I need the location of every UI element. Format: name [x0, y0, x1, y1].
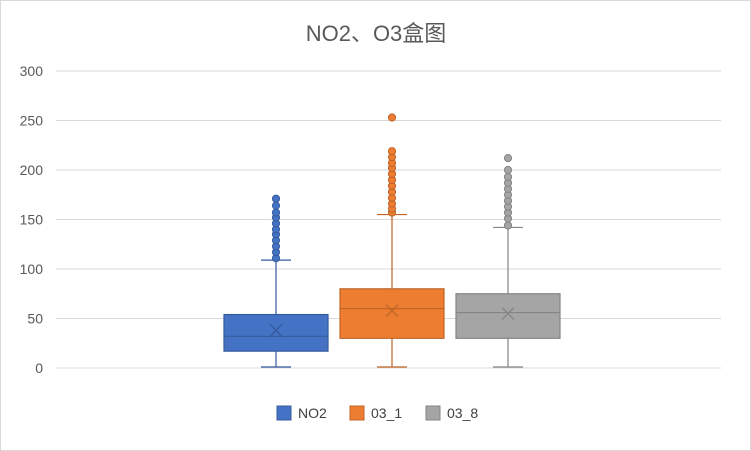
y-tick-label: 200 — [20, 162, 44, 178]
legend-swatch — [425, 405, 441, 421]
outlier-point — [271, 194, 281, 203]
y-tick-label: 300 — [20, 63, 44, 79]
y-tick-label: 0 — [35, 360, 43, 376]
legend: NO2 03_1 03_8 — [276, 405, 478, 421]
legend-label: 03_1 — [371, 405, 402, 421]
box-iqr — [339, 288, 445, 339]
y-axis: 0 50 100 150 200 250 300 — [20, 63, 44, 376]
outlier-point — [503, 154, 513, 163]
box-iqr — [223, 313, 329, 352]
mean-marker — [385, 304, 399, 318]
box-03_1 — [339, 113, 445, 368]
legend-swatch — [349, 405, 365, 421]
box-03_8 — [455, 154, 561, 368]
box-no2 — [223, 194, 329, 368]
y-tick-label: 250 — [20, 113, 44, 129]
outlier-point — [271, 208, 281, 217]
outlier-point — [503, 165, 513, 175]
outlier-point — [503, 221, 513, 230]
box-series — [223, 113, 561, 368]
legend-label: 03_8 — [447, 405, 478, 421]
mean-marker — [501, 307, 515, 321]
outlier-point — [387, 147, 397, 156]
y-tick-label: 100 — [20, 261, 44, 277]
chart-title: NO2、O3盒图 — [306, 21, 447, 46]
y-tick-label: 50 — [27, 311, 43, 327]
box-iqr — [455, 293, 561, 339]
mean-marker — [269, 323, 283, 337]
y-tick-label: 150 — [20, 212, 44, 228]
outlier-point — [503, 172, 513, 182]
outlier-point — [387, 113, 397, 122]
legend-swatch — [276, 405, 292, 421]
legend-label: NO2 — [298, 405, 327, 421]
outlier-point — [271, 201, 281, 210]
